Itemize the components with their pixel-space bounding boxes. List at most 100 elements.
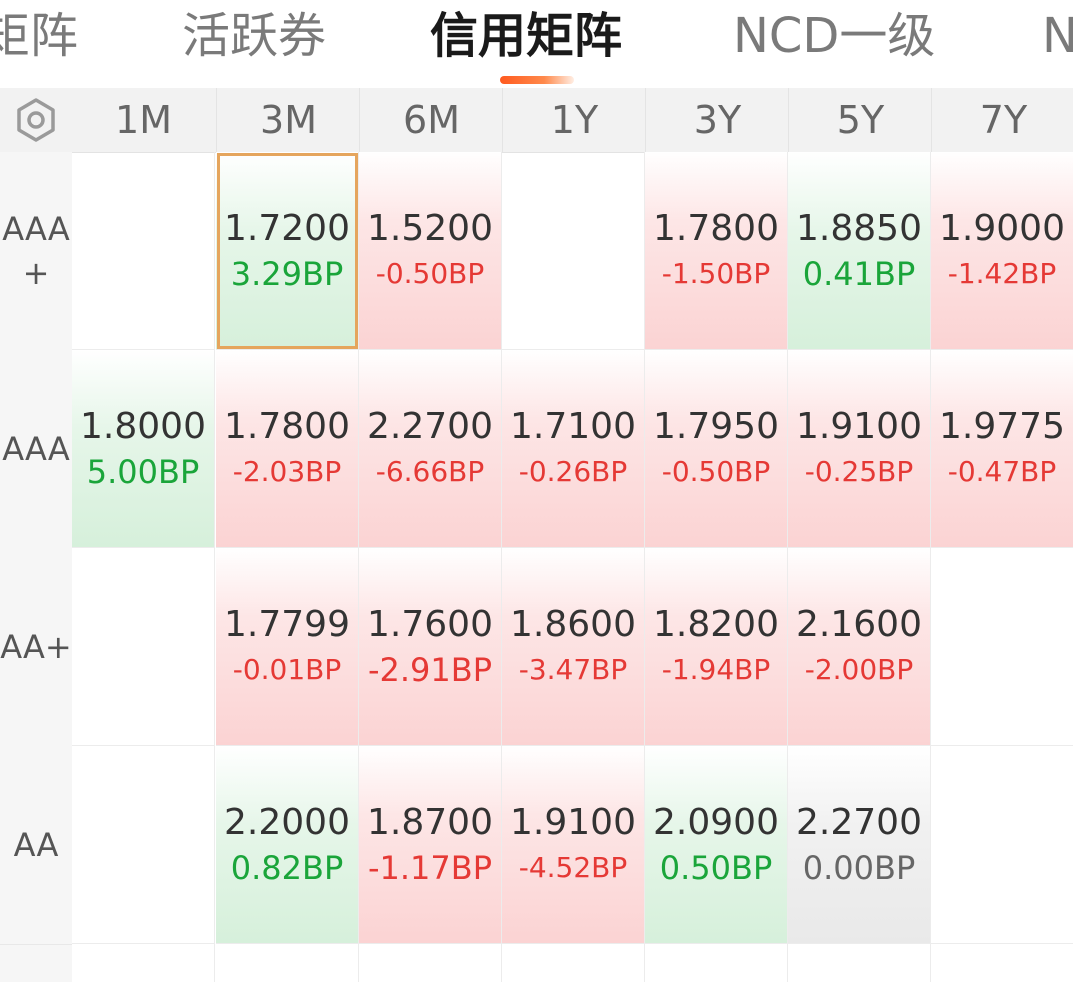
matrix-cell[interactable]: 2.2000 0.82BP: [216, 746, 359, 944]
matrix-cell[interactable]: 1.7800 -2.03BP: [216, 350, 359, 548]
tab-bar: 矩阵 活跃券 信用矩阵 NCD一级 N: [0, 0, 1073, 88]
bp-change: -1.42BP: [947, 256, 1057, 290]
matrix-cell[interactable]: 2.1600 -2.00BP: [788, 548, 931, 746]
bp-change: -1.17BP: [367, 848, 493, 887]
yield-value: 1.8600: [510, 603, 636, 645]
bp-change: 3.29BP: [230, 254, 344, 293]
matrix-cell[interactable]: 1.7600 -2.91BP: [359, 548, 502, 746]
matrix-cell-partial[interactable]: [359, 944, 502, 982]
row-header-aaa: AAA: [0, 350, 72, 549]
yield-value: 2.0900: [653, 801, 779, 843]
matrix-cell[interactable]: 2.0900 0.50BP: [645, 746, 788, 944]
row-header-aaa-plus: AAA +: [0, 152, 72, 351]
yield-value: 1.5200: [367, 207, 493, 249]
matrix-cell[interactable]: 1.9100 -4.52BP: [502, 746, 645, 944]
yield-value: 1.8200: [653, 603, 779, 645]
matrix-cell[interactable]: 1.8600 -3.47BP: [502, 548, 645, 746]
yield-value: 1.8850: [796, 207, 922, 249]
matrix-cell[interactable]: 1.7950 -0.50BP: [645, 350, 788, 548]
tab-next[interactable]: N: [1042, 8, 1073, 64]
yield-value: 2.1600: [796, 603, 922, 645]
matrix-cell[interactable]: 1.8000 5.00BP: [72, 350, 215, 548]
yield-value: 1.7200: [224, 207, 350, 249]
yield-value: 1.7799: [224, 603, 350, 645]
column-header-5y[interactable]: 5Y: [788, 88, 932, 152]
bp-change: 0.41BP: [802, 254, 916, 293]
matrix-cell[interactable]: 1.8200 -1.94BP: [645, 548, 788, 746]
matrix-cell[interactable]: 2.2700 -6.66BP: [359, 350, 502, 548]
tab-active-bonds[interactable]: 活跃券: [182, 8, 327, 64]
yield-value: 1.7600: [367, 603, 493, 645]
row-header-aa: AA: [0, 746, 72, 945]
matrix-cell-selected[interactable]: 1.7200 3.29BP: [216, 152, 359, 350]
yield-value: 1.7800: [224, 405, 350, 447]
matrix-cell-empty[interactable]: [931, 746, 1073, 944]
bp-change: 0.50BP: [659, 848, 773, 887]
hexagon-settings-icon: [17, 98, 55, 142]
column-header-7y[interactable]: 7Y: [931, 88, 1073, 152]
matrix-cell[interactable]: 1.7800 -1.50BP: [645, 152, 788, 350]
matrix-cell-empty[interactable]: [931, 548, 1073, 746]
matrix-cell[interactable]: 2.2700 0.00BP: [788, 746, 931, 944]
bp-change: -0.25BP: [804, 454, 914, 488]
bp-change: -1.50BP: [661, 256, 771, 290]
bp-change: -2.00BP: [804, 652, 914, 686]
matrix-cell[interactable]: 1.9100 -0.25BP: [788, 350, 931, 548]
yield-value: 2.2000: [224, 801, 350, 843]
settings-button[interactable]: [0, 88, 72, 152]
matrix-cell-partial[interactable]: [931, 944, 1073, 982]
yield-value: 2.2700: [367, 405, 493, 447]
active-tab-indicator: [500, 76, 574, 84]
bp-change: -0.26BP: [518, 454, 628, 488]
column-header-6m[interactable]: 6M: [359, 88, 503, 152]
row-header-partial: [0, 944, 72, 982]
bp-change: 0.82BP: [230, 848, 344, 887]
matrix-cell[interactable]: 1.8850 0.41BP: [788, 152, 931, 350]
matrix-cell-empty[interactable]: [72, 548, 215, 746]
row-header-aa-plus: AA+: [0, 548, 72, 747]
matrix-cell[interactable]: 1.5200 -0.50BP: [359, 152, 502, 350]
yield-value: 1.7800: [653, 207, 779, 249]
bp-change: -0.01BP: [232, 652, 342, 686]
column-header-3y[interactable]: 3Y: [645, 88, 789, 152]
tab-matrix[interactable]: 矩阵: [0, 8, 79, 64]
column-header-1y[interactable]: 1Y: [502, 88, 646, 152]
matrix-cell-empty[interactable]: [72, 746, 215, 944]
bp-change: 0.00BP: [802, 848, 916, 887]
column-header-1m[interactable]: 1M: [115, 98, 172, 142]
bp-change: -3.47BP: [518, 652, 628, 686]
bp-change: -0.50BP: [375, 256, 485, 290]
matrix-cell-partial[interactable]: [788, 944, 931, 982]
bp-change: -0.47BP: [947, 454, 1057, 488]
column-header-3m[interactable]: 3M: [216, 88, 360, 152]
column-header-row: 1M 3M 6M 1Y 3Y 5Y 7Y: [0, 88, 1073, 153]
matrix-cell-empty[interactable]: [502, 152, 645, 350]
matrix-cell-partial[interactable]: [645, 944, 788, 982]
matrix-cell[interactable]: 1.7799 -0.01BP: [216, 548, 359, 746]
matrix-cell[interactable]: 1.7100 -0.26BP: [502, 350, 645, 548]
yield-value: 1.8000: [80, 405, 206, 447]
bp-change: 5.00BP: [86, 452, 200, 491]
bp-change: -4.52BP: [518, 850, 628, 884]
yield-value: 2.2700: [796, 801, 922, 843]
next-row-partial: [0, 944, 1073, 982]
bp-change: -2.03BP: [232, 454, 342, 488]
matrix-cell-partial[interactable]: [72, 944, 215, 982]
yield-value: 1.9000: [939, 207, 1065, 249]
matrix-cell[interactable]: 1.9775 -0.47BP: [931, 350, 1073, 548]
matrix-cell-partial[interactable]: [502, 944, 645, 982]
matrix-cell[interactable]: 1.8700 -1.17BP: [359, 746, 502, 944]
matrix-cell-partial[interactable]: [216, 944, 359, 982]
tab-credit-matrix[interactable]: 信用矩阵: [430, 8, 623, 64]
bp-change: -0.50BP: [661, 454, 771, 488]
matrix-cell-empty[interactable]: [72, 152, 215, 350]
bp-change: -2.91BP: [367, 650, 493, 689]
tab-ncd-primary[interactable]: NCD一级: [733, 8, 936, 64]
matrix-cell[interactable]: 1.9000 -1.42BP: [931, 152, 1073, 350]
bp-change: -6.66BP: [375, 454, 485, 488]
yield-value: 1.7100: [510, 405, 636, 447]
yield-value: 1.9775: [939, 405, 1065, 447]
bp-change: -1.94BP: [661, 652, 771, 686]
yield-value: 1.9100: [796, 405, 922, 447]
yield-value: 1.8700: [367, 801, 493, 843]
